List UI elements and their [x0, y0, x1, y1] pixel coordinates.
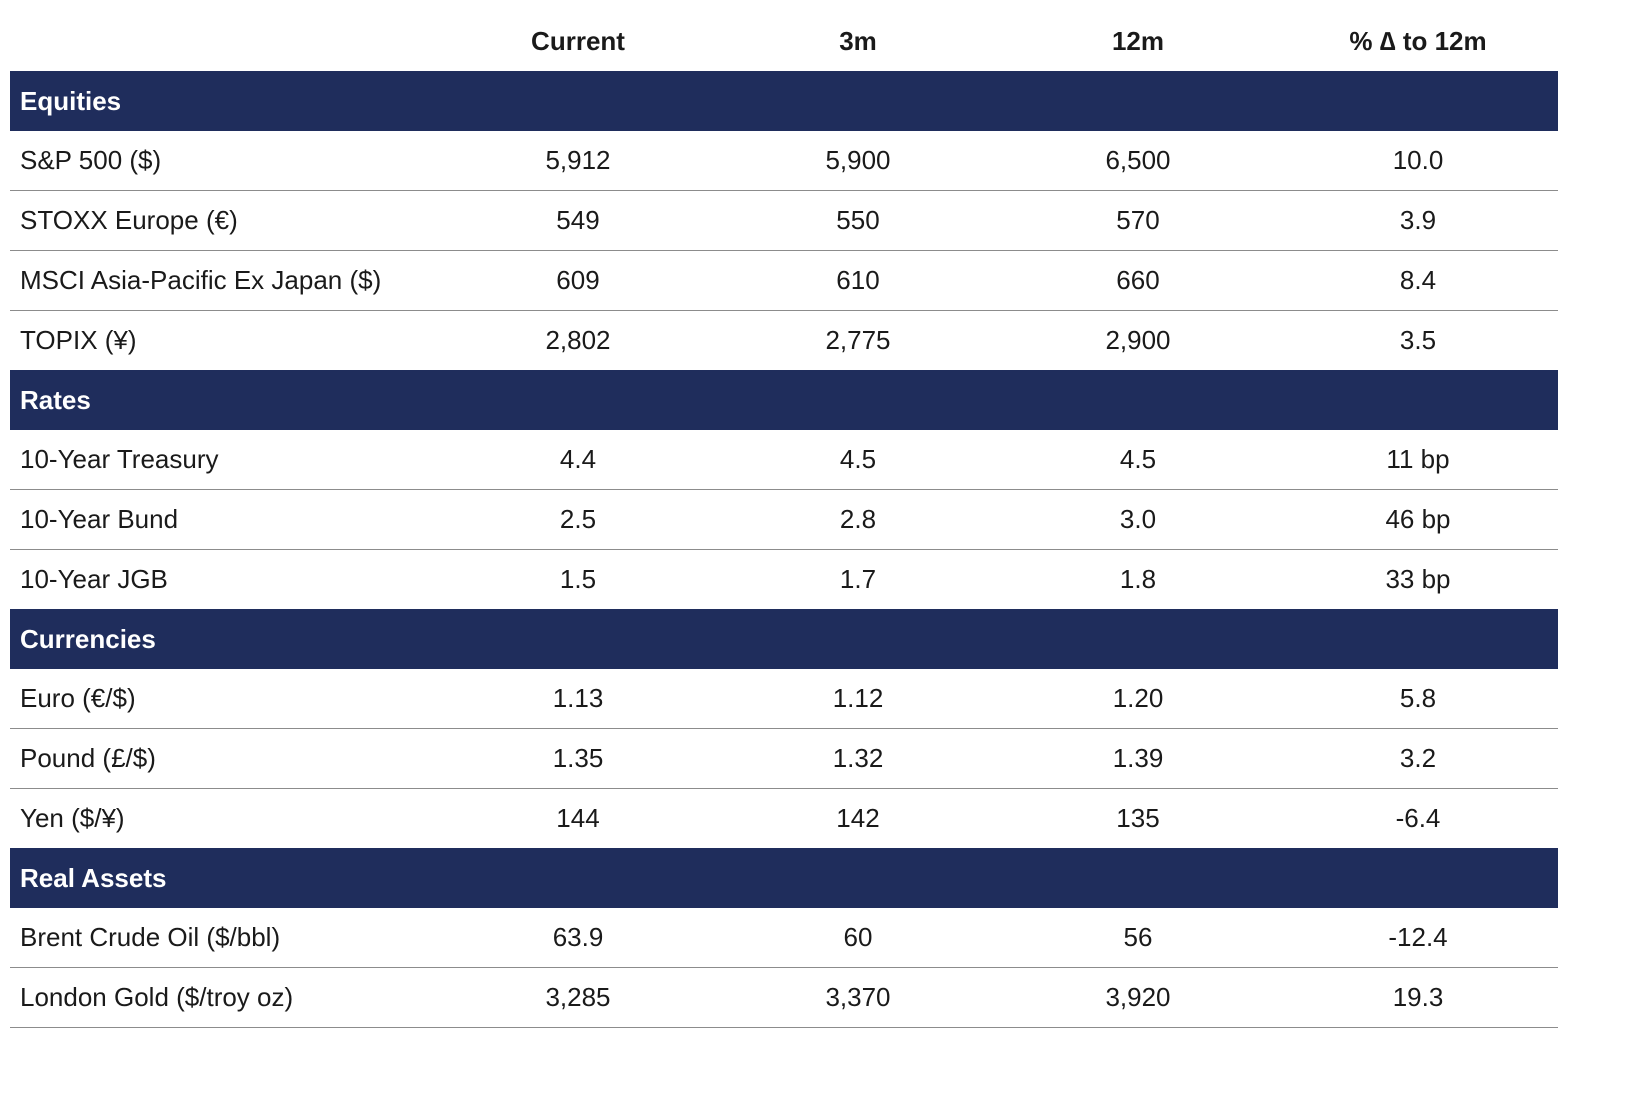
cell-12m: 6,500 [998, 131, 1278, 191]
cell-current: 609 [438, 250, 718, 311]
cell-12m: 4.5 [998, 430, 1278, 490]
row-label: Pound (£/$) [10, 728, 438, 789]
table-header-row: Current 3m 12m % ∆ to 12m [10, 12, 1558, 71]
cell-pct-change: 3.9 [1278, 190, 1558, 251]
cell-12m: 3.0 [998, 489, 1278, 550]
cell-pct-change: 11 bp [1278, 430, 1558, 490]
cell-pct-change: 10.0 [1278, 131, 1558, 191]
cell-current: 1.13 [438, 669, 718, 729]
cell-3m: 550 [718, 190, 998, 251]
header-current: Current [531, 26, 625, 56]
forecast-table: Current 3m 12m % ∆ to 12m Equities S&P 5… [10, 12, 1558, 1028]
row-label: STOXX Europe (€) [10, 190, 438, 251]
table-row: Euro (€/$) 1.13 1.12 1.20 5.8 [10, 669, 1558, 729]
row-label: MSCI Asia-Pacific Ex Japan ($) [10, 250, 438, 311]
cell-3m: 2.8 [718, 489, 998, 550]
section-title: Currencies [10, 609, 1558, 669]
section-title: Rates [10, 370, 1558, 430]
cell-pct-change: 19.3 [1278, 967, 1558, 1028]
table-row: Yen ($/¥) 144 142 135 -6.4 [10, 789, 1558, 849]
cell-pct-change: 8.4 [1278, 250, 1558, 311]
cell-12m: 2,900 [1105, 325, 1171, 355]
row-label: TOPIX (¥) [20, 325, 137, 355]
cell-3m: 1.32 [718, 728, 998, 789]
table-row: London Gold ($/troy oz) 3,285 3,370 3,92… [10, 967, 1558, 1028]
cell-3m: 1.12 [718, 669, 998, 729]
section-header-currencies: Currencies [10, 609, 1558, 669]
cell-current: 63.9 [438, 908, 718, 968]
cell-3m: 4.5 [718, 430, 998, 490]
cell-3m: 2,775 [825, 325, 891, 355]
header-pct-change: % ∆ to 12m [1349, 26, 1487, 56]
header-corner [10, 12, 438, 71]
section-header-rates: Rates [10, 370, 1558, 430]
header-12m: 12m [1111, 26, 1165, 56]
cell-3m: 1.7 [839, 564, 877, 594]
cell-current: 2.5 [438, 489, 718, 550]
cell-12m: 3,920 [998, 967, 1278, 1028]
cell-current: 144 [556, 803, 600, 833]
cell-12m: 135 [1116, 803, 1160, 833]
table-row: Pound (£/$) 1.35 1.32 1.39 3.2 [10, 728, 1558, 789]
cell-pct-change: 3.2 [1278, 728, 1558, 789]
row-label: S&P 500 ($) [10, 131, 438, 191]
section-header-real-assets: Real Assets [10, 848, 1558, 908]
cell-current: 1.35 [438, 728, 718, 789]
row-label: 10-Year JGB [20, 564, 168, 594]
cell-current: 3,285 [438, 967, 718, 1028]
row-label: 10-Year Bund [10, 489, 438, 550]
table-row: 10-Year Treasury 4.4 4.5 4.5 11 bp [10, 430, 1558, 490]
table-row: TOPIX (¥) 2,802 2,775 2,900 3.5 [10, 311, 1558, 371]
header-3m: 3m [839, 26, 877, 56]
cell-12m: 1.20 [998, 669, 1278, 729]
cell-3m: 60 [718, 908, 998, 968]
cell-3m: 610 [718, 250, 998, 311]
table-row: 10-Year Bund 2.5 2.8 3.0 46 bp [10, 489, 1558, 550]
cell-12m: 1.8 [1119, 564, 1157, 594]
cell-current: 2,802 [545, 325, 611, 355]
cell-3m: 5,900 [718, 131, 998, 191]
section-title: Equities [10, 71, 1558, 131]
cell-current: 5,912 [438, 131, 718, 191]
row-label: London Gold ($/troy oz) [10, 967, 438, 1028]
cell-current: 549 [438, 190, 718, 251]
section-header-equities: Equities [10, 71, 1558, 131]
row-label: Brent Crude Oil ($/bbl) [10, 908, 438, 968]
table-row: S&P 500 ($) 5,912 5,900 6,500 10.0 [10, 131, 1558, 191]
cell-current: 1.5 [559, 564, 597, 594]
cell-12m: 56 [998, 908, 1278, 968]
table-row: 10-Year JGB 1.5 1.7 1.8 33 bp [10, 550, 1558, 610]
cell-pct-change: 5.8 [1278, 669, 1558, 729]
table-row: MSCI Asia-Pacific Ex Japan ($) 609 610 6… [10, 250, 1558, 311]
table-row: Brent Crude Oil ($/bbl) 63.9 60 56 -12.4 [10, 908, 1558, 968]
cell-3m: 3,370 [718, 967, 998, 1028]
cell-current: 4.4 [438, 430, 718, 490]
cell-pct-change: -12.4 [1278, 908, 1558, 968]
table-row: STOXX Europe (€) 549 550 570 3.9 [10, 190, 1558, 251]
cell-12m: 660 [998, 250, 1278, 311]
cell-pct-change: 46 bp [1278, 489, 1558, 550]
section-title: Real Assets [10, 848, 1558, 908]
cell-3m: 142 [836, 803, 880, 833]
cell-pct-change: 3.5 [1399, 325, 1437, 355]
row-label: Euro (€/$) [10, 669, 438, 729]
row-label: Yen ($/¥) [20, 803, 125, 833]
row-label: 10-Year Treasury [10, 430, 438, 490]
cell-12m: 1.39 [998, 728, 1278, 789]
cell-pct-change: 33 bp [1385, 564, 1451, 594]
cell-12m: 570 [998, 190, 1278, 251]
cell-pct-change: -6.4 [1395, 803, 1441, 833]
